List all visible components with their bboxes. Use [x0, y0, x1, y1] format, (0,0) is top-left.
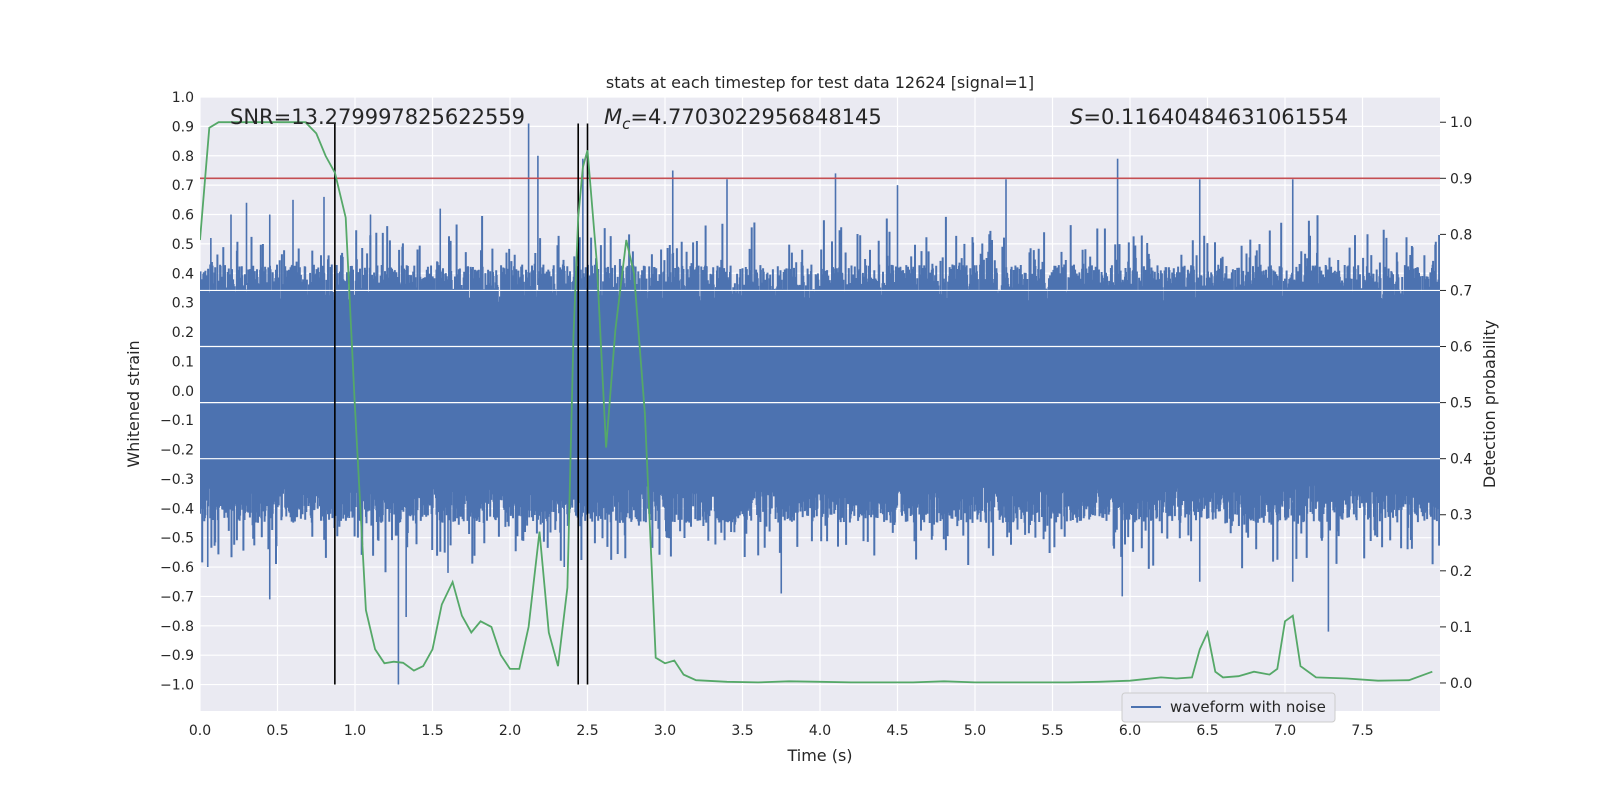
s-symbol: S — [1070, 105, 1083, 129]
x-tick-label: 4.0 — [809, 723, 831, 739]
y-right-tick-label: 0.6 — [1450, 340, 1472, 356]
y-right-tick-label: 0.9 — [1450, 171, 1472, 187]
y-left-tick-label: −1.0 — [160, 678, 194, 694]
y-right-tick-label: 0.1 — [1450, 620, 1472, 636]
chirp-mass-symbol: M — [604, 105, 622, 129]
y-left-tick-label: 0.1 — [172, 354, 194, 370]
x-axis-label: Time (s) — [786, 746, 852, 765]
y-left-tick-label: −0.8 — [160, 619, 194, 635]
x-tick-label: 6.0 — [1119, 723, 1141, 739]
y-right-tick-label: 0.8 — [1450, 227, 1472, 243]
x-tick-label: 5.5 — [1041, 723, 1063, 739]
legend-label: waveform with noise — [1170, 698, 1326, 716]
y-left-tick-label: 0.9 — [172, 119, 194, 135]
detection-probability-line — [200, 121, 1433, 684]
y-axis-right-label: Detection probability — [1480, 320, 1499, 488]
s-annotation: S=0.11640484631061554 — [1070, 105, 1348, 129]
y-left-tick-label: −0.6 — [160, 560, 194, 576]
x-tick-label: 4.5 — [886, 723, 908, 739]
y-right-tick-label: 0.5 — [1450, 396, 1472, 412]
x-tick-label: 2.0 — [499, 723, 521, 739]
s-value: =0.11640484631061554 — [1083, 105, 1348, 129]
y-left-tick-label: 0.6 — [172, 208, 194, 224]
y-right-tick-label: 0.2 — [1450, 564, 1472, 580]
waveform-noise — [200, 215, 1440, 573]
x-tick-label: 0.5 — [266, 723, 288, 739]
plot-area — [200, 121, 1440, 685]
x-tick-label: 3.0 — [654, 723, 676, 739]
y-right-tick-label: 1.0 — [1450, 115, 1472, 131]
y-left-tick-label: −0.9 — [160, 648, 194, 664]
overlay-marks — [200, 121, 1440, 685]
chirp-mass-subscript: c — [622, 115, 631, 133]
y-left-tick-label: −0.3 — [160, 472, 194, 488]
y-left-tick-label: 0.3 — [172, 296, 194, 312]
y-left-tick-label: 1.0 — [172, 90, 194, 106]
y-left-tick-label: −0.5 — [160, 531, 194, 547]
chart-title: stats at each timestep for test data 126… — [606, 73, 1034, 92]
y-left-tick-label: −0.7 — [160, 589, 194, 605]
y-left-tick-label: 0.7 — [172, 178, 194, 194]
x-tick-label: 0.0 — [189, 723, 211, 739]
ticks: 0.0 0.5 1.0 1.5 2.0 2.5 3.0 3.5 4.0 4.5 5.0 5.5 6.0 6… — [160, 90, 1472, 739]
x-tick-label: 2.5 — [576, 723, 598, 739]
y-axis-left-label: Whitened strain — [124, 340, 143, 467]
x-tick-label: 7.0 — [1274, 723, 1296, 739]
y-left-tick-label: 0.0 — [172, 384, 194, 400]
y-left-tick-label: −0.4 — [160, 501, 194, 517]
y-left-tick-label: 0.4 — [172, 266, 194, 282]
legend-box — [1121, 692, 1336, 723]
waveform-series — [200, 123, 1440, 685]
chirp-mass-value: =4.7703022956848145 — [630, 105, 881, 129]
snr-annotation: SNR=13.279997825622559 — [230, 105, 525, 129]
y-right-tick-label: 0.4 — [1450, 452, 1472, 468]
grid-overlay — [200, 289, 1440, 460]
y-left-tick-label: −0.1 — [160, 413, 194, 429]
y-right-tick-label: 0.7 — [1450, 283, 1472, 299]
chirp-mass-annotation: Mc=4.7703022956848145 — [604, 105, 882, 133]
legend: waveform with noise — [1121, 692, 1336, 723]
x-tick-label: 6.5 — [1196, 723, 1218, 739]
y-left-tick-label: 0.8 — [172, 149, 194, 165]
x-tick-label: 1.5 — [421, 723, 443, 739]
x-tick-label: 1.0 — [344, 723, 366, 739]
y-left-tick-label: 0.5 — [172, 237, 194, 253]
x-tick-label: 5.0 — [964, 723, 986, 739]
y-left-tick-label: −0.2 — [160, 443, 194, 459]
x-tick-label: 3.5 — [731, 723, 753, 739]
y-right-tick-label: 0.3 — [1450, 508, 1472, 524]
y-left-tick-label: 0.2 — [172, 325, 194, 341]
x-tick-label: 7.5 — [1351, 723, 1373, 739]
y-right-tick-label: 0.0 — [1450, 676, 1472, 692]
